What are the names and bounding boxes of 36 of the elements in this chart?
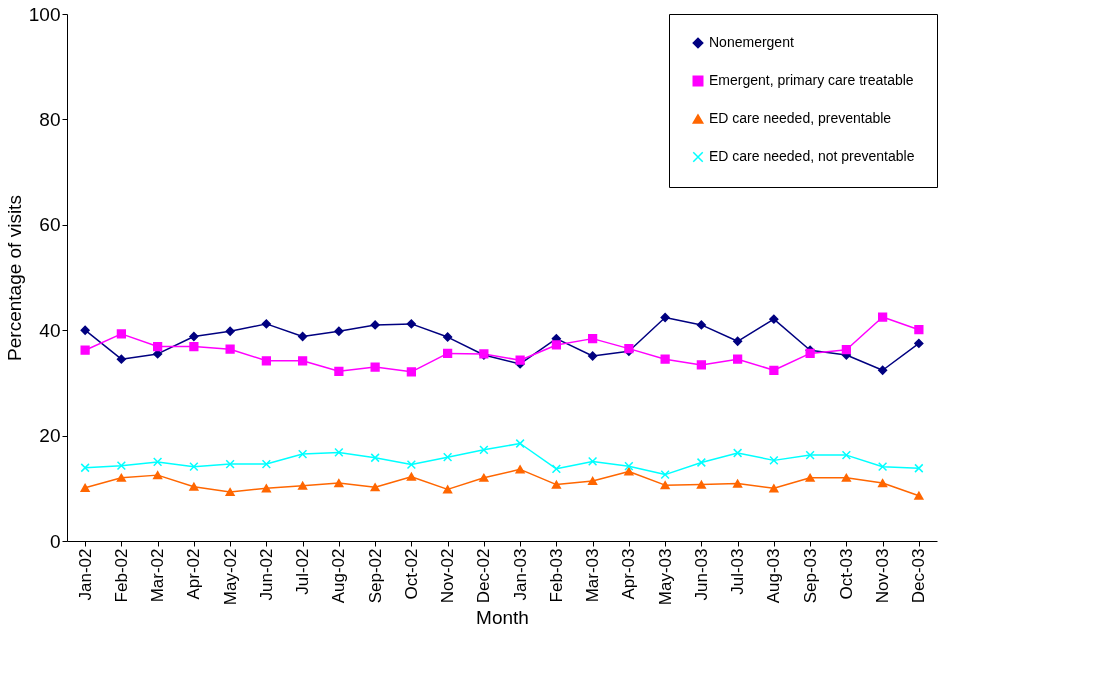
legend-label: Nonemergent (709, 34, 794, 50)
x-tick-label: Jun-02 (256, 548, 276, 601)
y-tick-label: 20 (39, 425, 61, 447)
x-tick-label: Jan-02 (75, 548, 95, 601)
x-tick-label: Jul-03 (728, 548, 748, 595)
x-tick-label: Jul-02 (293, 548, 313, 595)
x-tick-label: Dec-03 (909, 548, 929, 604)
x-tick-label: Apr-03 (619, 548, 639, 600)
legend-label: ED care needed, not preventable (709, 148, 915, 164)
x-tick-label: Mar-02 (148, 548, 168, 603)
x-tick-label: Nov-02 (438, 548, 458, 604)
x-tick-label: Aug-02 (329, 548, 349, 604)
x-tick-label: Oct-02 (401, 548, 421, 600)
y-tick-label: 60 (39, 214, 61, 236)
legend-label: ED care needed, preventable (709, 110, 892, 126)
x-tick-label: Apr-02 (184, 548, 204, 600)
y-tick-label: 0 (49, 530, 61, 552)
x-tick-label: Sep-03 (800, 548, 820, 604)
x-tick-label: Aug-03 (764, 548, 784, 604)
x-tick-label: Oct-03 (836, 548, 856, 600)
x-tick-label: May-03 (655, 548, 675, 606)
x-tick-label: Nov-03 (873, 548, 893, 604)
x-tick-label: May-02 (220, 548, 240, 606)
y-tick-label: 40 (39, 319, 61, 341)
x-tick-label: Mar-03 (583, 548, 603, 603)
x-tick-label: Feb-03 (546, 548, 566, 603)
x-tick-label: Jan-03 (510, 548, 530, 601)
y-tick-label: 80 (39, 108, 61, 130)
x-tick-label: Dec-02 (474, 548, 494, 604)
legend-label: Emergent, primary care treatable (709, 72, 914, 88)
x-tick-label: Jun-03 (691, 548, 711, 601)
x-tick-label: Sep-02 (365, 548, 385, 604)
y-axis-title: Percentage of visits (3, 195, 25, 361)
y-tick-label: 100 (28, 3, 61, 25)
x-axis-title: Month (476, 607, 529, 629)
x-tick-label: Feb-02 (111, 548, 131, 603)
